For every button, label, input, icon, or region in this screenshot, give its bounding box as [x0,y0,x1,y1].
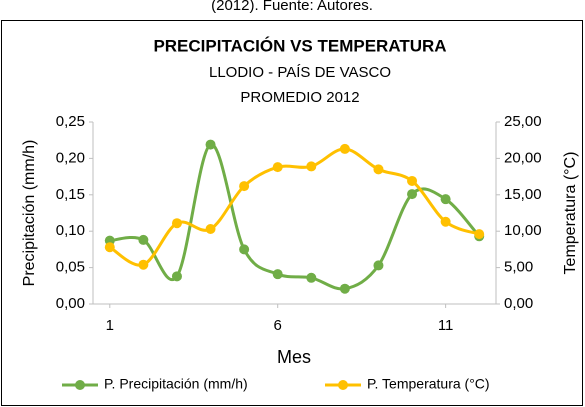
y2-tick-label: 15,00 [504,186,542,203]
point [104,242,115,253]
y2-tick-label: 25,00 [504,113,542,130]
chart-title: PRECIPITACIÓN VS TEMPERATURA [153,36,446,55]
legend-label: P. Temperatura (°C) [367,376,490,392]
point [339,143,350,154]
point [474,229,485,240]
point [138,259,149,270]
point [205,224,216,235]
point [407,189,418,200]
point [373,164,384,175]
x-tick-label: 1 [106,317,114,334]
x-tick-label: 6 [274,317,282,334]
legend-marker [75,380,85,390]
y-tick-label: 0,05 [56,259,85,276]
y-axis-title: Precipitación (mm/h) [21,140,38,287]
point [306,272,317,283]
point [272,162,283,173]
x-axis-title: Mes [277,347,311,367]
point [171,271,182,282]
y-tick-label: 0,20 [56,149,85,166]
legend-marker [338,380,348,390]
caption: (2012). Fuente: Autores. [211,0,373,14]
point [373,260,384,271]
legend-label: P. Precipitación (mm/h) [104,376,248,392]
point [407,175,418,186]
y-tick-label: 0,25 [56,113,85,130]
y-tick-label: 0,10 [56,222,85,239]
point [239,181,250,192]
chart-border [1,20,583,406]
point [339,283,350,294]
point [138,234,149,245]
y2-axis-title: Temperatura (°C) [562,152,579,275]
y-tick-label: 0,00 [56,295,85,312]
y2-tick-label: 20,00 [504,149,542,166]
chart-subtitle: LLODIO - PAÍS DE VASCO [209,64,391,81]
y2-tick-label: 5,00 [504,259,533,276]
point [306,161,317,172]
y-tick-label: 0,15 [56,186,85,203]
point [440,216,451,227]
y2-tick-label: 10,00 [504,222,542,239]
point [440,194,451,205]
y2-tick-label: 0,00 [504,295,533,312]
point [171,218,182,229]
point [272,269,283,280]
point [205,139,216,150]
point [239,244,250,255]
x-tick-label: 11 [438,317,454,334]
chart-subtitle: PROMEDIO 2012 [240,89,359,106]
